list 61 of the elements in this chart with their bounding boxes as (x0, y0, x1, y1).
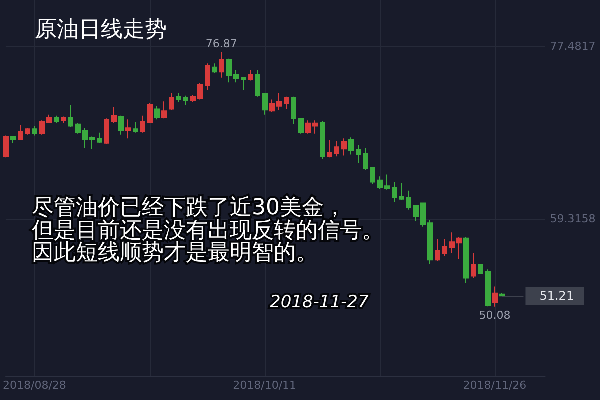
candlestick (320, 121, 325, 160)
annotation: 50.08 (479, 308, 511, 322)
candlestick (68, 104, 73, 128)
ref-line-label: 51.21 (540, 289, 574, 304)
candlestick (212, 63, 217, 74)
candlestick (133, 122, 138, 134)
candlestick (147, 102, 153, 124)
candlestick (183, 95, 188, 106)
candlestick (219, 52, 224, 78)
candlestick (111, 106, 117, 124)
candlestick (399, 182, 404, 201)
x-tick-label: 2018/11/26 (463, 379, 527, 392)
candlestick (18, 124, 23, 142)
candlestick (370, 166, 375, 185)
candlestick (284, 96, 289, 110)
candlestick (32, 126, 37, 136)
candlestick (406, 190, 411, 210)
candlestick (104, 118, 109, 145)
candlestick (485, 269, 491, 308)
annotation: 76.87 (206, 38, 238, 51)
candlestick (471, 253, 476, 279)
candlestick (125, 119, 131, 140)
y-tick-label: 59.3158 (550, 212, 596, 226)
candlestick (334, 140, 339, 158)
candlestick (25, 128, 30, 136)
candlestick (176, 92, 181, 104)
candlestick (255, 70, 260, 98)
candlestick (341, 138, 347, 156)
candlestick (442, 238, 447, 257)
candlestick (97, 132, 102, 144)
candlestick (118, 115, 124, 136)
candlestick (262, 92, 268, 116)
candlestick (154, 106, 160, 120)
candlestick (10, 136, 16, 144)
candlestick (435, 238, 440, 262)
candlestick (205, 63, 210, 91)
candlestick (463, 236, 469, 284)
candlestick (327, 140, 332, 158)
candlestick (61, 116, 66, 124)
x-tick-label: 2018/10/11 (233, 379, 297, 392)
y-tick-label: 77.4817 (550, 40, 596, 54)
candlestick (363, 148, 368, 170)
candlestick (392, 182, 397, 203)
candlestick (348, 137, 354, 156)
x-tick-label: 2018/08/28 (2, 379, 66, 392)
candlestick (248, 70, 253, 82)
candlestick (241, 77, 246, 91)
candlestick (3, 135, 9, 158)
annotation: 因此短线顺势才是最明智的。 (32, 240, 318, 266)
candlestick (492, 286, 498, 308)
candlestick (169, 92, 174, 111)
annotation: 尽管油价已经下跌了近30美金， (32, 196, 346, 220)
candlestick (140, 115, 145, 134)
candlestick (54, 115, 59, 124)
candlestick (356, 144, 361, 164)
candlestick (298, 118, 304, 134)
annotation: 2018-11-27 (270, 292, 369, 312)
candlestick (291, 96, 296, 125)
candlestick (161, 101, 167, 120)
text: 原油日线走势 (35, 18, 167, 42)
candlestick (478, 263, 483, 275)
